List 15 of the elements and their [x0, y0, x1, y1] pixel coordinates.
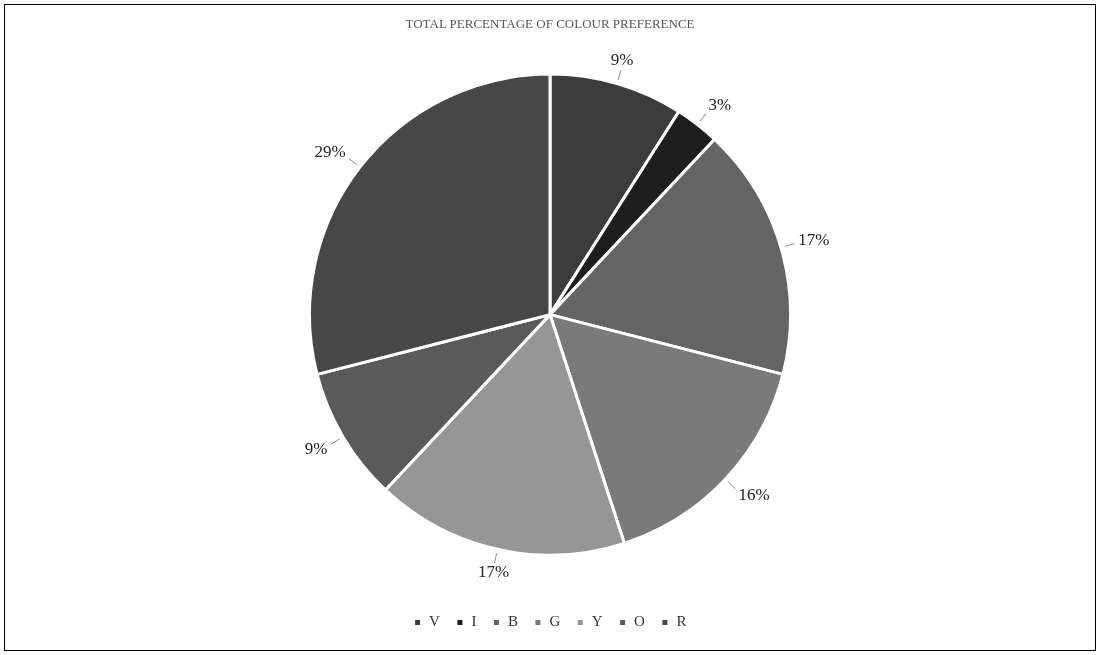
data-label: 17% [478, 562, 510, 582]
legend-label: G [549, 613, 561, 630]
legend-label: Y [591, 613, 603, 630]
data-label: 9% [304, 438, 328, 458]
data-label: 17% [798, 230, 830, 250]
data-label: 29% [314, 141, 346, 161]
legend-label: I [471, 613, 477, 630]
data-label: 16% [738, 485, 770, 505]
data-label: 9% [610, 50, 634, 70]
legend-label: B [507, 613, 518, 630]
data-label: 3% [708, 95, 732, 115]
chart-title: TOTAL PERCENTAGE OF COLOUR PREFERENCE [405, 16, 695, 32]
legend-label: O [634, 613, 646, 630]
legend-label: R [676, 613, 687, 630]
legend-label: V [429, 613, 441, 630]
